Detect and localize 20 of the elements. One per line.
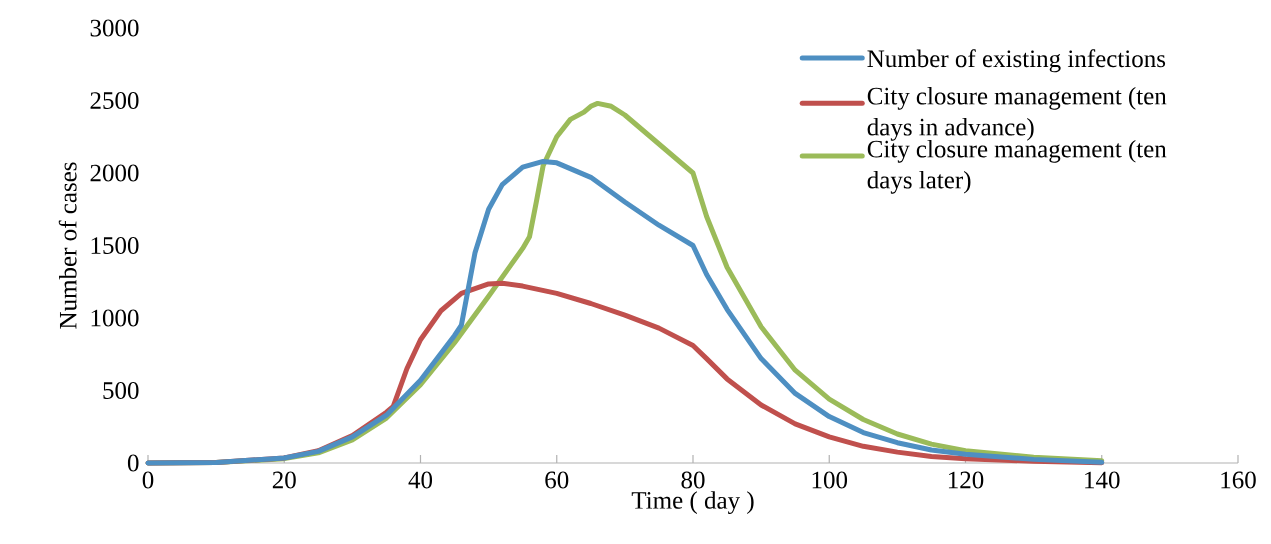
x-tick-label: 0 <box>142 471 154 489</box>
x-tick-label: 120 <box>948 471 984 489</box>
x-tick-label: 160 <box>1221 471 1256 489</box>
y-tick-label: 1500 <box>91 237 139 254</box>
legend-label: Number of existing infections <box>867 49 1166 73</box>
y-tick-label: 500 <box>103 382 139 399</box>
y-axis-title: Number of cases <box>58 162 77 329</box>
x-tick-label: 60 <box>545 471 569 489</box>
x-tick-label: 140 <box>1085 471 1120 489</box>
legend-label: City closure management (ten days in advance) <box>867 87 1167 141</box>
x-tick-label: 100 <box>812 471 848 489</box>
y-tick-label: 1000 <box>91 309 139 327</box>
y-tick-label: 3000 <box>90 19 139 37</box>
x-tick-label: 20 <box>272 471 296 489</box>
x-tick-label: 40 <box>408 471 433 489</box>
y-tick-label: 2000 <box>90 164 139 182</box>
x-axis-title: Time ( day ) <box>631 491 754 514</box>
x-tick-label: 80 <box>681 471 705 489</box>
y-tick-label: 0 <box>127 454 139 472</box>
y-tick-label: 2500 <box>90 92 139 109</box>
